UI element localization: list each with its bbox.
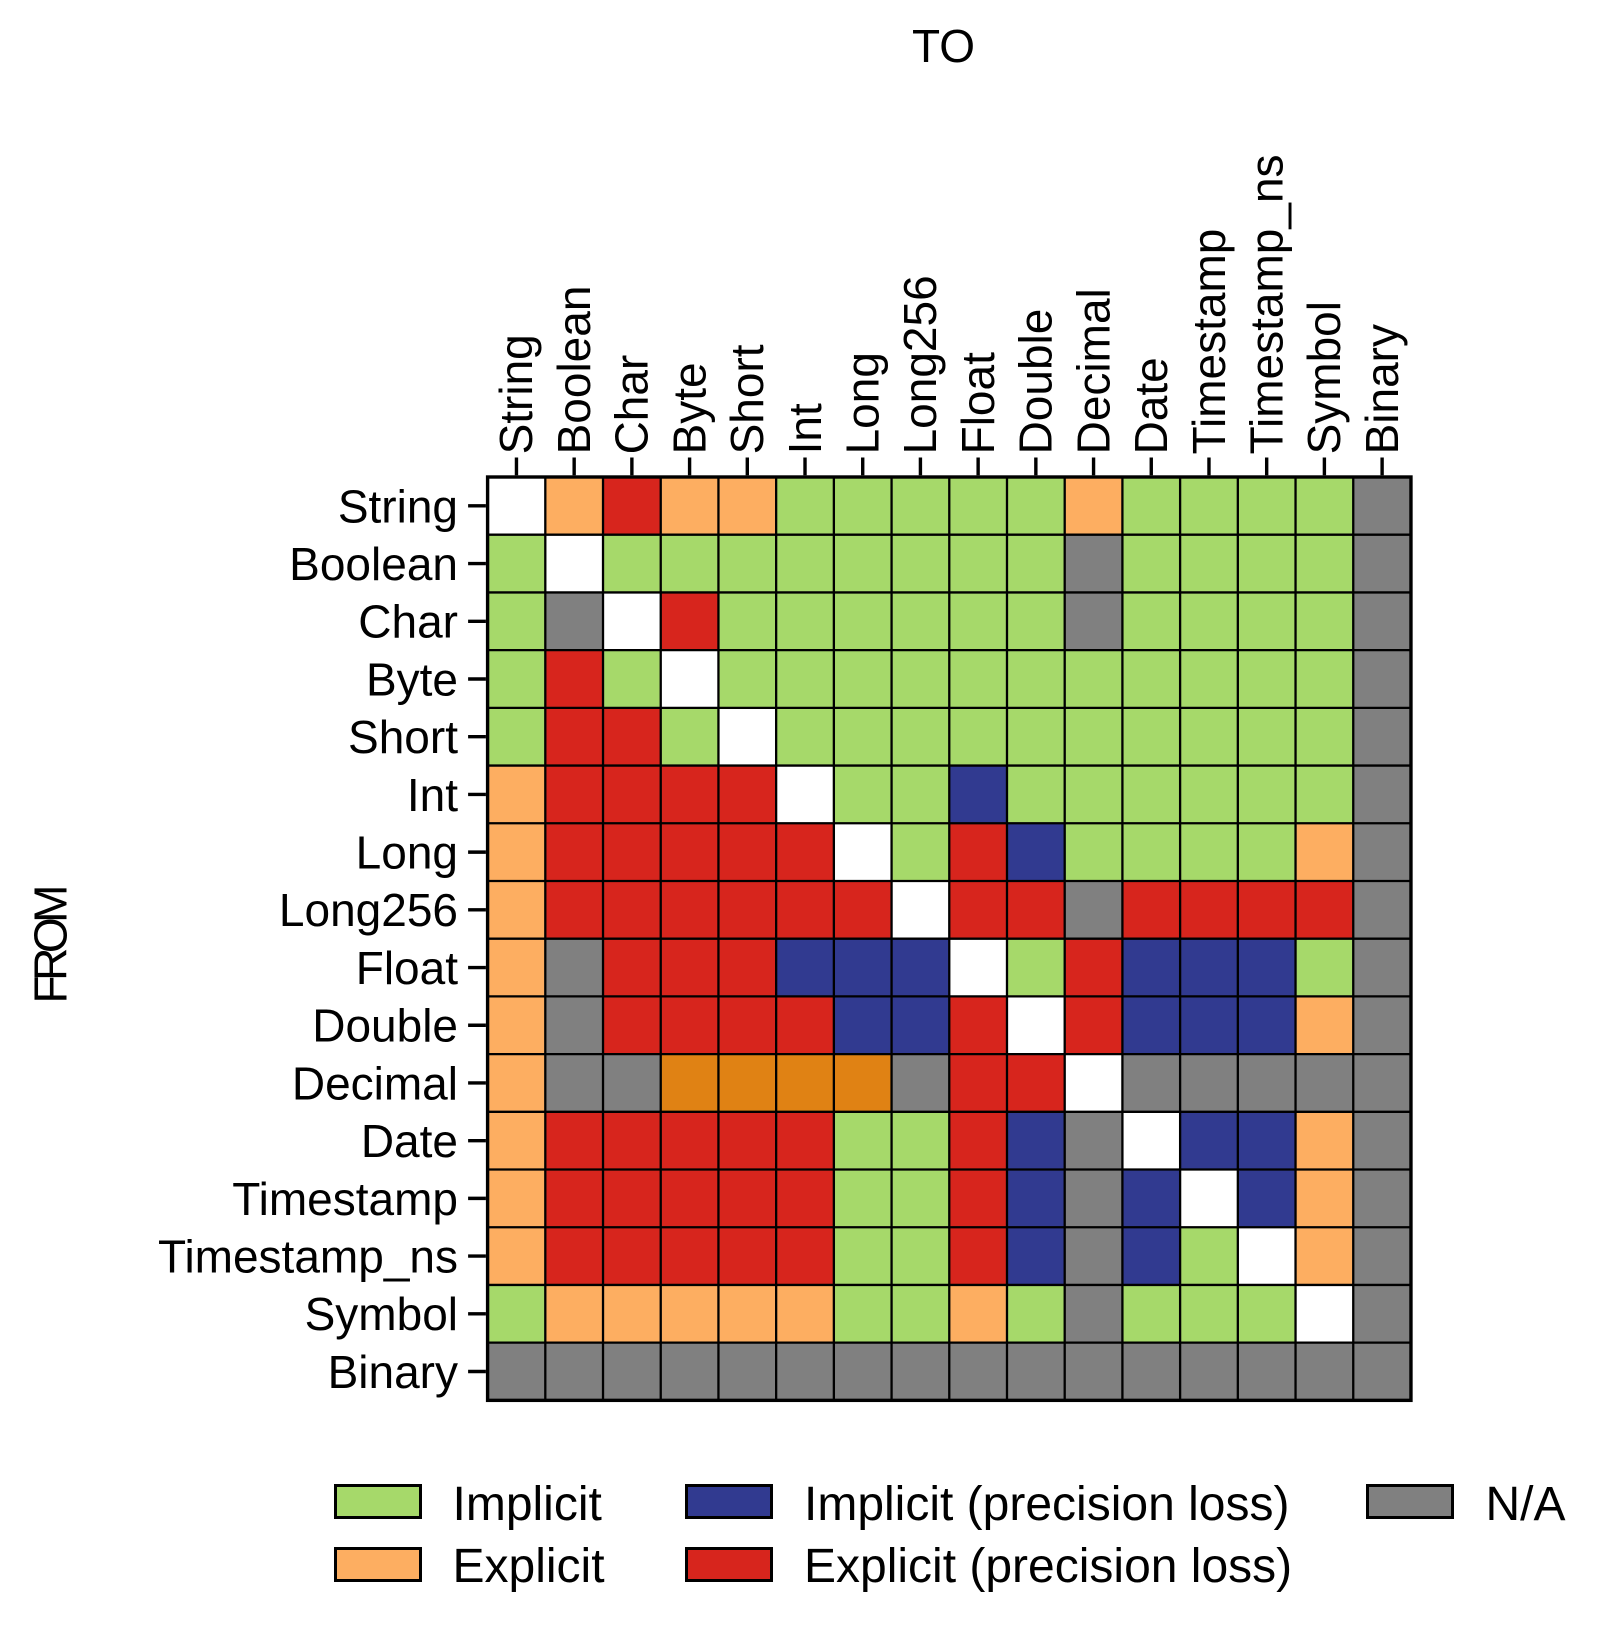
svg-text:Char: Char xyxy=(606,355,658,455)
svg-text:FROM: FROM xyxy=(25,885,77,1004)
svg-text:Int: Int xyxy=(407,769,458,821)
svg-text:Int: Int xyxy=(779,403,831,454)
svg-text:Float: Float xyxy=(356,942,458,994)
svg-text:Timestamp: Timestamp xyxy=(232,1173,458,1225)
svg-text:Double: Double xyxy=(312,1000,458,1052)
svg-text:Timestamp: Timestamp xyxy=(1183,229,1235,455)
svg-text:Implicit: Implicit xyxy=(453,1478,602,1531)
svg-text:Long256: Long256 xyxy=(894,275,946,454)
svg-text:Timestamp_ns: Timestamp_ns xyxy=(1240,154,1292,454)
svg-text:N/A: N/A xyxy=(1486,1478,1566,1531)
svg-text:Long: Long xyxy=(837,352,889,454)
svg-text:Short: Short xyxy=(348,711,458,763)
svg-text:Explicit (precision loss): Explicit (precision loss) xyxy=(804,1540,1292,1593)
svg-text:Float: Float xyxy=(952,352,1004,454)
svg-text:Boolean: Boolean xyxy=(289,538,458,590)
svg-text:Date: Date xyxy=(361,1115,458,1167)
svg-text:TO: TO xyxy=(912,20,975,72)
svg-text:Long: Long xyxy=(356,827,458,879)
svg-text:Double: Double xyxy=(1010,309,1062,455)
svg-text:String: String xyxy=(338,480,458,532)
svg-text:Explicit: Explicit xyxy=(453,1540,605,1593)
svg-text:String: String xyxy=(490,334,542,454)
svg-text:Short: Short xyxy=(721,344,773,454)
svg-text:Decimal: Decimal xyxy=(292,1057,458,1109)
svg-text:Symbol: Symbol xyxy=(1298,301,1350,454)
svg-text:Char: Char xyxy=(358,596,458,648)
svg-text:Long256: Long256 xyxy=(279,884,458,936)
svg-text:Binary: Binary xyxy=(1356,324,1408,454)
svg-text:Byte: Byte xyxy=(366,653,458,705)
svg-text:Symbol: Symbol xyxy=(305,1288,458,1340)
svg-text:Boolean: Boolean xyxy=(548,286,600,455)
svg-text:Byte: Byte xyxy=(663,362,715,454)
svg-text:Decimal: Decimal xyxy=(1067,288,1119,454)
svg-text:Date: Date xyxy=(1125,357,1177,454)
svg-text:Implicit (precision loss): Implicit (precision loss) xyxy=(804,1478,1289,1531)
svg-text:Binary: Binary xyxy=(328,1346,458,1398)
svg-text:Timestamp_ns: Timestamp_ns xyxy=(158,1230,458,1282)
